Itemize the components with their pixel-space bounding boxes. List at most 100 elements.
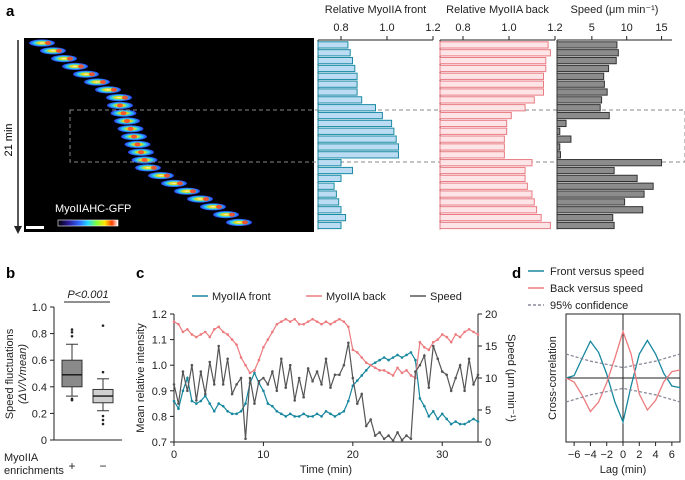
bar xyxy=(439,111,512,120)
chart-front-bars: Relative MyoIIA front 0.8 1.0 1.2 xyxy=(317,4,441,230)
series-point xyxy=(320,383,323,386)
cell-frame xyxy=(213,211,239,219)
series-point xyxy=(463,422,466,426)
series-point xyxy=(382,356,386,359)
bar xyxy=(556,135,572,143)
bar xyxy=(556,221,615,230)
series-point xyxy=(400,356,404,359)
series-point xyxy=(449,340,453,344)
kymograph-image: MyoIIAHC-GFP xyxy=(24,38,685,232)
bar xyxy=(439,135,505,143)
series-point xyxy=(400,371,404,375)
cell-frame xyxy=(226,218,252,226)
y-tick-label-left: 0.9 xyxy=(152,386,167,398)
cell-hotspot xyxy=(131,134,137,139)
series-point xyxy=(405,369,408,372)
series-point xyxy=(333,415,337,418)
bar xyxy=(556,214,614,222)
y-tick-label-left: 1.2 xyxy=(152,309,167,321)
series-point xyxy=(373,366,377,370)
series-point xyxy=(239,376,243,380)
bar xyxy=(556,190,645,198)
bar xyxy=(439,214,542,222)
bar xyxy=(317,221,342,230)
x-tick-label: 10 xyxy=(621,22,633,34)
cell-frame xyxy=(73,70,99,78)
cell-frame xyxy=(148,172,174,180)
legend-entry: Back versus speed xyxy=(550,283,643,295)
series-point xyxy=(369,418,373,421)
y-tick-label-left: 0.8 xyxy=(152,411,167,423)
series-point xyxy=(230,338,234,341)
series-point xyxy=(297,415,301,418)
series-point xyxy=(396,353,399,357)
outlier xyxy=(101,418,105,422)
series-point xyxy=(244,363,247,367)
series-point xyxy=(199,399,203,403)
series-point xyxy=(347,325,350,329)
cell-hotspot xyxy=(67,56,73,61)
series-point xyxy=(440,333,444,336)
series-point xyxy=(427,348,431,352)
cell-hotspot xyxy=(111,87,117,92)
series-point xyxy=(302,322,305,326)
series-point xyxy=(172,399,176,403)
bar xyxy=(556,119,567,128)
series-point xyxy=(262,376,265,380)
series-point xyxy=(217,344,221,348)
series-point xyxy=(257,358,261,362)
bar xyxy=(556,104,601,112)
series-point xyxy=(391,356,395,359)
series-point xyxy=(257,379,261,383)
cell-frame xyxy=(161,179,187,187)
series-point xyxy=(199,333,203,336)
series-point xyxy=(172,320,176,323)
bar xyxy=(439,174,526,182)
series-point xyxy=(458,335,462,339)
series-point xyxy=(355,402,359,405)
series-point xyxy=(382,369,386,372)
series-point xyxy=(338,373,341,377)
bar xyxy=(556,88,608,96)
series-point xyxy=(253,369,256,372)
series-point xyxy=(203,394,207,398)
chart-title: Speed (μm min⁻¹) xyxy=(571,4,659,16)
series-point xyxy=(221,330,225,334)
series-point xyxy=(324,409,328,413)
bar xyxy=(556,151,561,159)
x-tick-label: −6 xyxy=(568,449,581,461)
series-point xyxy=(423,354,426,357)
series-point xyxy=(329,322,332,326)
series-point xyxy=(177,402,180,405)
series-point xyxy=(333,320,337,323)
series-line xyxy=(565,353,681,369)
series-point xyxy=(373,434,377,437)
bar xyxy=(439,64,547,73)
cell-hotspot xyxy=(164,173,170,178)
cell-hotspot xyxy=(45,41,51,45)
bar xyxy=(556,143,561,151)
x-tick-label: 4 xyxy=(653,449,659,461)
cell-hotspot xyxy=(134,142,141,147)
series-point xyxy=(199,370,203,373)
series-point xyxy=(230,412,234,416)
cell-frame xyxy=(62,62,88,70)
x-axis-label: Lag (min) xyxy=(600,464,646,476)
chart-title: Relative MyoIIA back xyxy=(446,4,549,16)
series-point xyxy=(288,412,292,416)
series-point xyxy=(351,376,355,380)
bar xyxy=(317,198,340,206)
series-point xyxy=(440,412,444,416)
time-label: 21 min xyxy=(3,123,15,156)
series-point xyxy=(467,420,471,423)
series-point xyxy=(445,335,449,339)
series-point xyxy=(275,322,279,326)
bar xyxy=(317,190,337,198)
cell-hotspot xyxy=(100,80,106,84)
series-point xyxy=(195,402,198,405)
series-point xyxy=(458,363,462,367)
bar xyxy=(439,80,544,88)
bar xyxy=(317,96,363,104)
y-tick-label-left: 0.7 xyxy=(152,437,167,449)
series-point xyxy=(431,344,435,348)
